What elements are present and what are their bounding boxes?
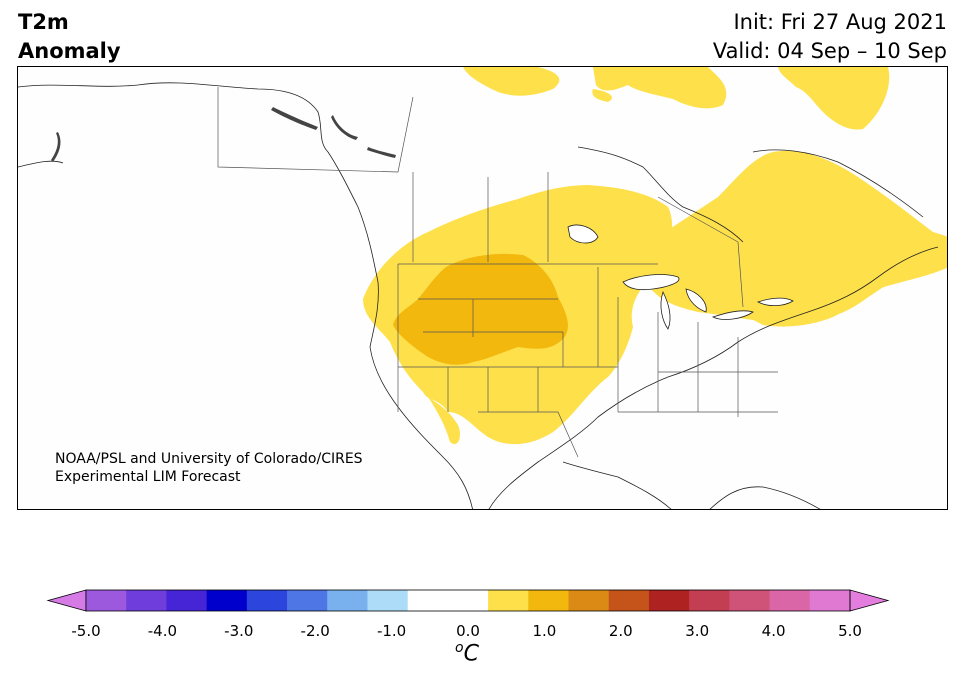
colorbar-bin <box>608 590 650 611</box>
colorbar-bin <box>367 590 409 611</box>
political-borders <box>217 87 778 458</box>
colorbar-bin <box>166 590 208 611</box>
colorbar-tick-label: -1.0 <box>376 622 407 640</box>
colorbar <box>46 589 890 612</box>
colorbar-bin <box>769 590 811 611</box>
colorbar-bin <box>729 590 771 611</box>
colorbar-bin <box>488 590 529 611</box>
unit-degree-sup: o <box>455 640 464 656</box>
colorbar-tick-label: 4.0 <box>761 622 786 640</box>
colorbar-bin <box>568 590 610 611</box>
date-block: Init: Fri 27 Aug 2021 Valid: 04 Sep – 10… <box>713 8 947 66</box>
colorbar-bin <box>126 590 167 611</box>
colorbar-tick-label: -2.0 <box>300 622 330 640</box>
colorbar-tick-label: 2.0 <box>608 622 633 640</box>
colorbar-bin <box>327 590 368 611</box>
anomaly-region-ne-us <box>738 262 890 327</box>
credit-line-1: NOAA/PSL and University of Colorado/CIRE… <box>55 451 363 467</box>
anomaly-region-core <box>393 253 568 365</box>
map-panel <box>17 66 948 510</box>
colorbar-tick-label: -3.0 <box>224 622 254 640</box>
colorbar-bin <box>206 590 248 611</box>
colorbar-bin <box>246 590 288 611</box>
valid-range: Valid: 04 Sep – 10 Sep <box>712 39 947 63</box>
colorbar-bin <box>407 590 449 611</box>
colorbar-bin <box>809 590 851 611</box>
colorbar-bin <box>528 590 570 611</box>
colorbar-tick-label: -5.0 <box>71 622 101 640</box>
coastlines <box>18 82 939 509</box>
colorbar-bin <box>447 590 489 611</box>
colorbar-tick-label: 0.0 <box>456 622 480 640</box>
map-canvas <box>18 67 947 509</box>
anomaly-subtitle: Anomaly <box>18 39 121 63</box>
colorbar-extend-low <box>46 589 87 612</box>
unit-base: C <box>463 641 479 667</box>
colorbar-bin <box>86 590 127 611</box>
credit-line-2: Experimental LIM Forecast <box>55 469 241 485</box>
arctic-lakes <box>51 107 396 162</box>
great-lakes <box>567 224 794 330</box>
init-date: Init: Fri 27 Aug 2021 <box>733 10 947 34</box>
colorbar-bin <box>648 590 690 611</box>
colorbar-bin <box>689 590 730 611</box>
colorbar-frame <box>85 589 851 612</box>
anomaly-region-southwest <box>428 397 461 445</box>
colorbar-extend-high <box>849 589 890 612</box>
colorbar-unit-label: oC <box>455 640 479 666</box>
colorbar-tick-label: 1.0 <box>532 622 557 640</box>
variable-title: T2m <box>18 10 69 34</box>
anomaly-region-arctic <box>463 67 890 130</box>
colorbar-tick-label: 5.0 <box>838 622 862 640</box>
anomaly-region-east-canada <box>633 150 947 324</box>
colorbar-tick-label: 3.0 <box>685 622 710 640</box>
colorbar-bin <box>287 590 328 611</box>
colorbar-tick-label: -4.0 <box>147 622 178 640</box>
title-block: T2m Anomaly <box>18 8 121 66</box>
credit-text: NOAA/PSL and University of Colorado/CIRE… <box>55 450 363 486</box>
